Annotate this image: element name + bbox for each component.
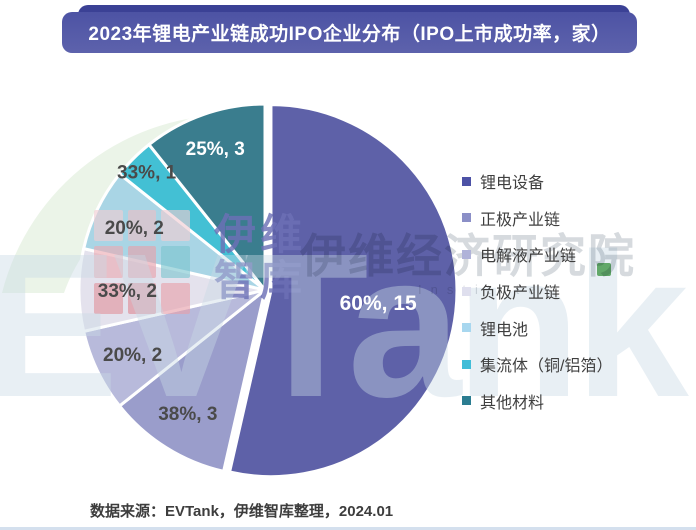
legend-label-1: 正极产业链 [480, 211, 561, 229]
legend-label-4: 锂电池 [480, 321, 529, 339]
legend-marker-1 [462, 213, 471, 223]
source-note: 数据来源：EVTank，伊维智库整理，2024.01 [90, 503, 394, 520]
legend-marker-4 [462, 323, 471, 333]
pie-label-0: 60%, 15 [340, 292, 417, 315]
legend-marker-2 [462, 249, 471, 259]
legend-label-5: 集流体（铜/铝箔） [480, 358, 613, 376]
legend-item-1: 正极产业链 [462, 200, 612, 237]
legend-label-6: 其他材料 [480, 394, 545, 412]
legend-item-4: 锂电池 [462, 309, 612, 346]
legend-label-3: 负极产业链 [480, 285, 561, 303]
legend-marker-0 [462, 176, 471, 186]
pie-slice-6 [147, 102, 267, 292]
legend-item-3: 负极产业链 [462, 273, 612, 310]
legend: 锂电设备正极产业链电解液产业链 负极产业链锂电池集流体（铜/铝箔） 其他材料 [462, 163, 612, 419]
legend-marker-6 [462, 396, 471, 406]
title-banner: 2023年锂电产业链成功IPO企业分布（IPO上市成功率，家） [62, 12, 637, 53]
pie-label-3: 33%, 2 [98, 281, 157, 302]
legend-marker-5 [462, 359, 471, 369]
legend-label-2: 电解液产业链 [480, 248, 577, 266]
legend-item-2: 电解液产业链 [462, 236, 612, 273]
pie-label-5: 33%, 1 [117, 163, 177, 184]
page-title: 2023年锂电产业链成功IPO企业分布（IPO上市成功率，家） [88, 24, 611, 45]
legend-marker-3 [462, 286, 471, 296]
pie-slice-1 [118, 288, 267, 473]
pie-label-6: 25%, 3 [186, 139, 245, 160]
legend-item-5: 集流体（铜/铝箔） [462, 346, 612, 383]
legend-label-0: 锂电设备 [480, 175, 545, 193]
pie-label-4: 20%, 2 [105, 218, 164, 239]
pie-label-1: 38%, 3 [158, 404, 217, 425]
legend-item-6: 其他材料 [462, 383, 612, 420]
legend-item-0: 锂电设备 [462, 163, 612, 200]
pie-label-2: 20%, 2 [103, 345, 162, 366]
pie-slice-0 [228, 103, 459, 479]
bottom-edge [0, 527, 696, 530]
